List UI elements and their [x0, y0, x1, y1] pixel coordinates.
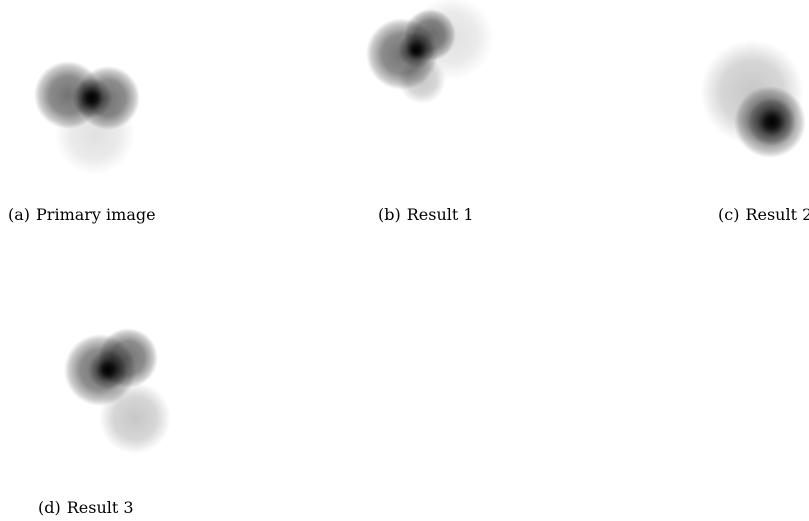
blob-image-result-3 [64, 328, 171, 454]
blob-image-result-2 [700, 40, 806, 158]
caption-c: (c) Result 2 [718, 206, 809, 224]
caption-label: Result 1 [406, 205, 474, 224]
panel-result-3 [40, 310, 190, 460]
caption-d: (d) Result 3 [38, 499, 134, 517]
caption-tag: (d) [38, 498, 61, 517]
caption-tag: (a) [8, 205, 31, 224]
blob-image-result-1 [366, 0, 494, 104]
caption-tag: (b) [378, 205, 401, 224]
panel-primary-image [20, 40, 170, 180]
caption-label: Result 2 [745, 205, 809, 224]
panel-result-2 [690, 30, 809, 180]
caption-tag: (c) [718, 205, 740, 224]
caption-a: (a) Primary image [8, 206, 156, 224]
caption-label: Primary image [36, 205, 156, 224]
blob-image-primary [34, 61, 140, 175]
caption-b: (b) Result 1 [378, 206, 474, 224]
panel-result-1 [350, 0, 510, 120]
caption-label: Result 3 [66, 498, 134, 517]
